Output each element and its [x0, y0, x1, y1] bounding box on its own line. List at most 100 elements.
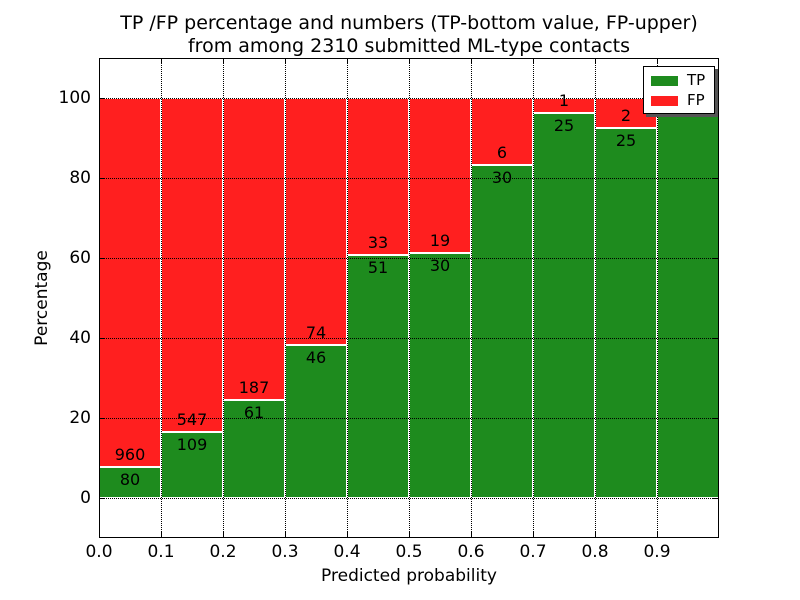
- chart-title-line1: TP /FP percentage and numbers (TP-bottom…: [120, 12, 698, 34]
- tp-value-label: 80: [119, 470, 141, 490]
- x-tick: [718, 532, 719, 538]
- x-tick: [657, 58, 658, 64]
- x-tick: [161, 532, 162, 538]
- tp-value-label: 46: [305, 347, 327, 367]
- legend-item-fp: FP: [651, 93, 707, 108]
- gridline-vertical: [471, 58, 472, 538]
- x-tick-label: 0.0: [85, 542, 113, 562]
- y-tick-label: 100: [58, 88, 91, 108]
- x-tick: [533, 532, 534, 538]
- bar-fp-segment: [347, 98, 409, 256]
- y-tick: [99, 178, 105, 179]
- y-tick: [713, 178, 719, 179]
- legend-item-tp: TP: [651, 73, 707, 88]
- fp-value-label: 960: [114, 445, 146, 465]
- x-tick-label: 0.3: [271, 542, 299, 562]
- y-tick-label: 80: [69, 168, 91, 188]
- gridline-vertical: [533, 58, 534, 538]
- plot-area: 809601095476118746745133301930625125224: [99, 58, 719, 538]
- gridline-vertical: [285, 58, 286, 538]
- fp-legend-label: FP: [687, 91, 705, 109]
- x-tick: [657, 532, 658, 538]
- gridline-vertical: [409, 58, 410, 538]
- y-tick: [99, 258, 105, 259]
- bar-tp-segment: [595, 127, 657, 498]
- fp-value-label: 1: [558, 91, 570, 111]
- y-tick-label: 60: [69, 248, 91, 268]
- y-tick: [99, 418, 105, 419]
- gridline-vertical: [595, 58, 596, 538]
- x-tick: [223, 532, 224, 538]
- x-tick-label: 0.8: [581, 542, 609, 562]
- gridline-horizontal: [99, 418, 719, 419]
- gridline-vertical: [657, 58, 658, 538]
- x-tick: [471, 532, 472, 538]
- y-tick: [99, 98, 105, 99]
- x-tick-label: 0.7: [519, 542, 547, 562]
- x-tick: [99, 58, 100, 64]
- y-tick-label: 40: [69, 328, 91, 348]
- fp-value-label: 547: [176, 409, 208, 429]
- y-tick: [99, 338, 105, 339]
- fp-value-label: 33: [367, 233, 389, 253]
- x-tick-label: 0.9: [643, 542, 671, 562]
- bar-fp-segment: [223, 98, 285, 400]
- x-tick: [285, 58, 286, 64]
- x-tick: [285, 532, 286, 538]
- x-tick: [595, 532, 596, 538]
- x-tick-label: 0.4: [333, 542, 361, 562]
- y-tick: [713, 498, 719, 499]
- bar-fp-segment: [99, 98, 161, 468]
- legend: TP FP: [643, 66, 715, 114]
- bar-tp-segment: [533, 113, 595, 498]
- x-tick: [471, 58, 472, 64]
- gridline-vertical: [223, 58, 224, 538]
- y-tick: [713, 338, 719, 339]
- x-tick: [347, 58, 348, 64]
- bar-tp-segment: [657, 98, 719, 498]
- y-tick: [99, 498, 105, 499]
- bar-tp-segment: [285, 344, 347, 498]
- bar-fp-segment: [161, 98, 223, 432]
- tp-value-label: 61: [243, 402, 265, 422]
- bar-fp-segment: [285, 98, 347, 345]
- gridline-horizontal: [99, 258, 719, 259]
- x-tick-label: 0.6: [457, 542, 485, 562]
- x-tick: [409, 532, 410, 538]
- bar-tp-segment: [471, 164, 533, 498]
- y-tick-label: 0: [80, 488, 91, 508]
- x-tick-label: 0.1: [147, 542, 175, 562]
- x-tick-label: 0.2: [209, 542, 237, 562]
- bar-tp-segment: [99, 467, 161, 498]
- x-axis-label: Predicted probability: [321, 566, 497, 586]
- x-tick: [161, 58, 162, 64]
- gridline-horizontal: [99, 98, 719, 99]
- fp-value-label: 19: [429, 231, 451, 251]
- chart-title-line2: from among 2310 submitted ML-type contac…: [187, 35, 631, 57]
- fp-value-label: 74: [305, 322, 327, 342]
- x-tick-label: 0.5: [395, 542, 423, 562]
- x-tick: [99, 532, 100, 538]
- x-tick: [533, 58, 534, 64]
- x-tick: [223, 58, 224, 64]
- fp-value-label: 187: [238, 377, 270, 397]
- y-tick: [713, 418, 719, 419]
- tp-legend-swatch: [651, 75, 678, 86]
- tp-value-label: 51: [367, 258, 389, 278]
- tp-value-label: 30: [429, 256, 451, 276]
- y-tick: [713, 258, 719, 259]
- chart-title: TP /FP percentage and numbers (TP-bottom…: [99, 12, 719, 58]
- bar-fp-segment: [471, 98, 533, 165]
- tp-value-label: 25: [553, 116, 575, 136]
- tp-value-label: 25: [615, 130, 637, 150]
- y-tick: [713, 98, 719, 99]
- bar-tp-segment: [347, 255, 409, 498]
- tp-value-label: 109: [176, 434, 208, 454]
- fp-value-label: 6: [496, 142, 508, 162]
- gridline-vertical: [161, 58, 162, 538]
- fp-value-label: 2: [620, 105, 632, 125]
- bar-tp-segment: [161, 431, 223, 498]
- tp-legend-label: TP: [687, 71, 706, 89]
- x-tick: [718, 58, 719, 64]
